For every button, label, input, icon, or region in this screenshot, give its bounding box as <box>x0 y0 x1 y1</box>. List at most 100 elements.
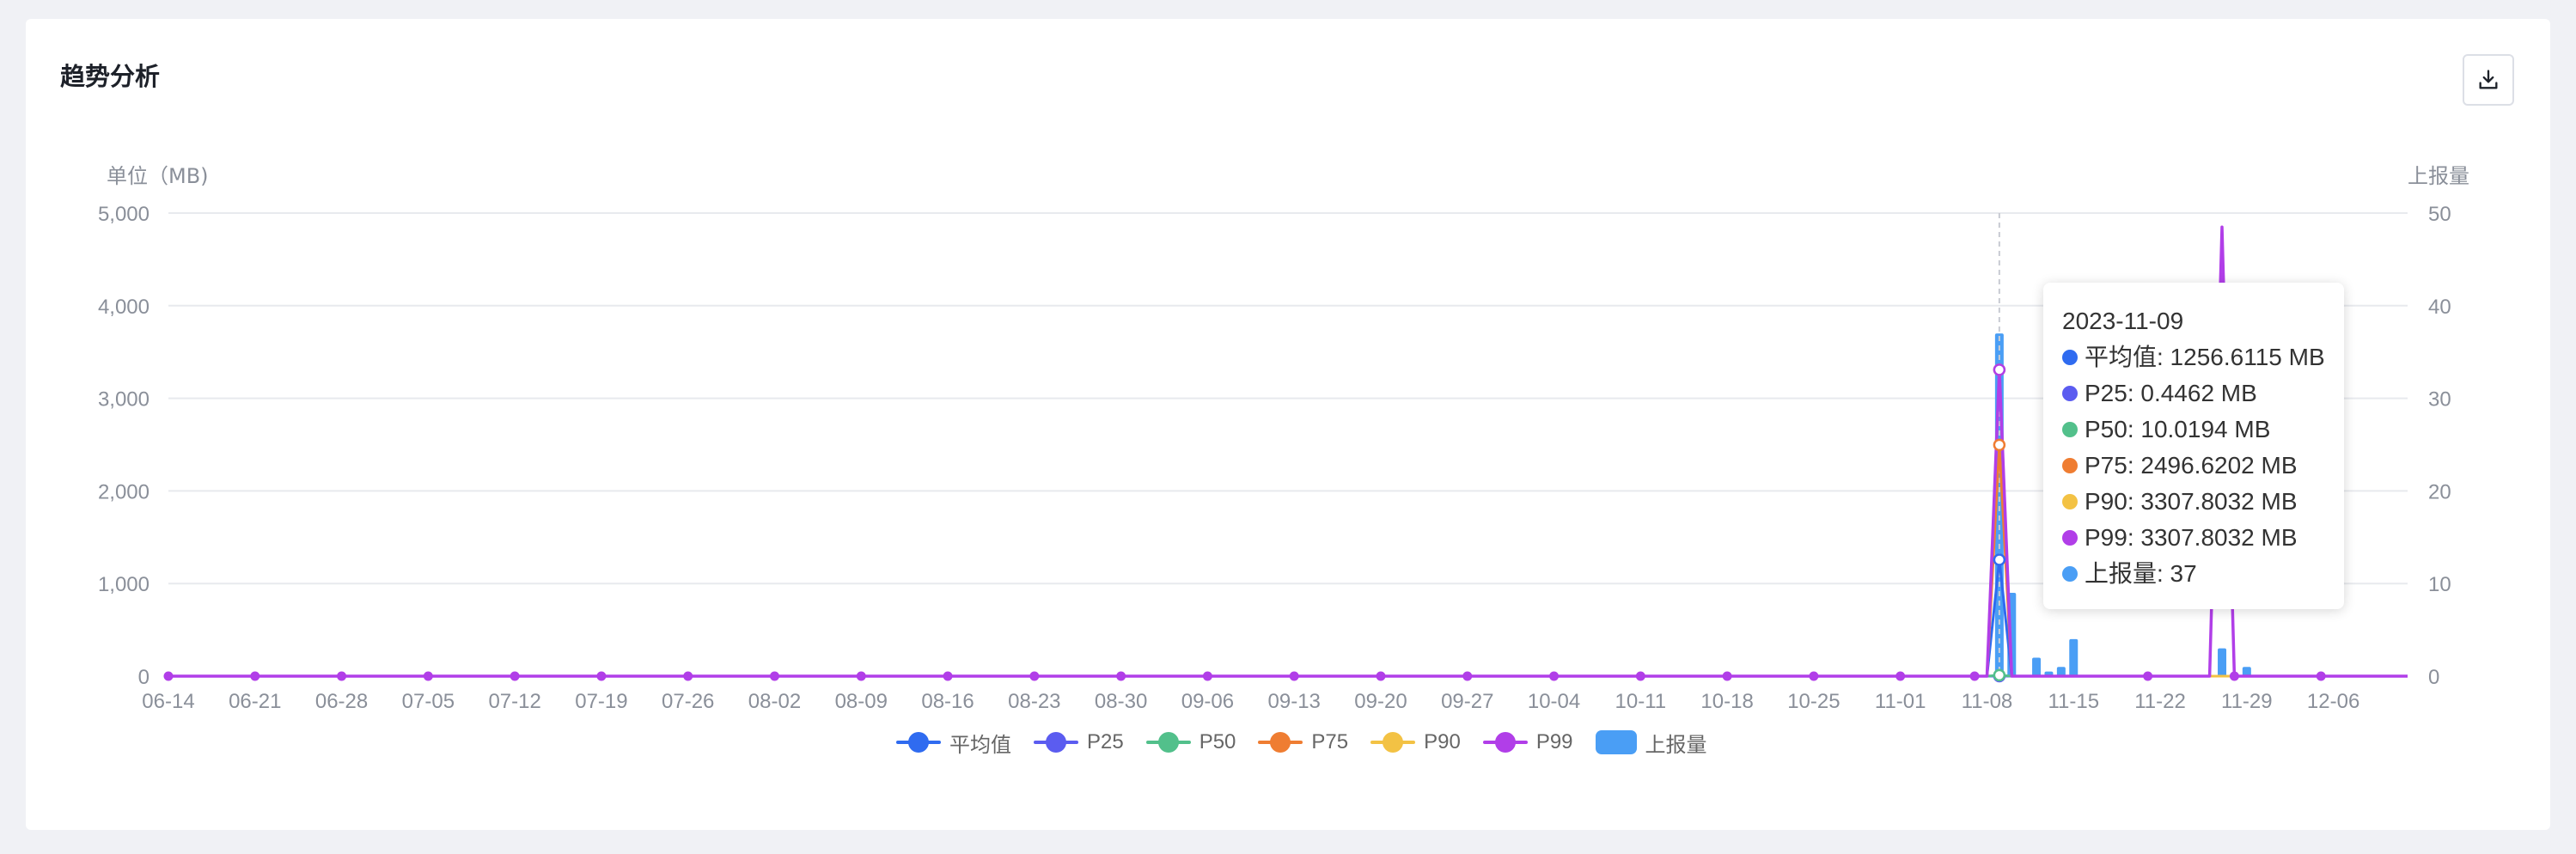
x-tick-label: 08-16 <box>921 690 974 713</box>
legend-item[interactable]: P75 <box>1258 730 1348 754</box>
tooltip-dot-icon <box>2062 458 2078 473</box>
tooltip-row-label: P50: 10.0194 MB <box>2085 416 2271 442</box>
y-right-tick-label: 0 <box>2428 666 2439 689</box>
x-tick-label: 09-13 <box>1268 690 1321 713</box>
tooltip-dot-icon <box>2062 386 2078 401</box>
legend-item[interactable]: P25 <box>1034 730 1124 754</box>
legend-item[interactable]: P90 <box>1370 730 1461 754</box>
y-left-axis-label: 单位（MB) <box>107 164 209 188</box>
p99-point <box>1462 671 1473 681</box>
x-tick-label: 07-19 <box>575 690 627 713</box>
p99-point <box>1969 671 1980 681</box>
legend-item[interactable]: 平均值 <box>896 728 1011 758</box>
tooltip-row: 上报量: 37 <box>2062 556 2344 592</box>
y-left-tick-label: 3,000 <box>98 388 150 412</box>
hover-point <box>1993 553 2006 566</box>
x-tick-label: 08-30 <box>1095 690 1147 713</box>
legend-symbol-icon <box>1370 730 1416 754</box>
x-tick-label: 10-11 <box>1615 690 1667 713</box>
tooltip-row-label: 上报量: 37 <box>2085 560 2197 587</box>
legend-label: 平均值 <box>949 733 1011 757</box>
download-icon <box>2479 70 2498 89</box>
tooltip-row-label: 平均值: 1256.6115 MB <box>2085 344 2325 370</box>
legend-item[interactable]: P99 <box>1482 730 1573 754</box>
download-button[interactable] <box>2463 54 2514 106</box>
x-tick-label: 10-04 <box>1528 690 1580 713</box>
tooltip-row-label: P90: 3307.8032 MB <box>2085 488 2298 515</box>
legend-label: P25 <box>1087 730 1124 753</box>
y-right-tick-label: 20 <box>2428 480 2451 503</box>
p99-point <box>1376 671 1386 681</box>
tooltip-dot-icon <box>2062 494 2078 509</box>
x-tick-label: 11-08 <box>1962 690 2013 713</box>
tooltip-date: 2023-11-09 <box>2062 308 2184 334</box>
tooltip-dot-icon <box>2062 566 2078 582</box>
x-tick-label: 06-21 <box>229 690 281 713</box>
legend-item[interactable]: 上报量 <box>1595 728 1707 758</box>
x-tick-label: 11-01 <box>1875 690 1926 713</box>
x-tick-label: 06-28 <box>315 690 368 713</box>
p99-point <box>1202 671 1212 681</box>
chart-legend: 平均值 P25 P50 P75 P90 P99 上报量 <box>896 727 1730 758</box>
hover-point <box>1993 363 2006 376</box>
tooltip-row: P99: 3307.8032 MB <box>2062 520 2344 556</box>
x-tick-label: 07-26 <box>662 690 714 713</box>
x-tick-label: 08-09 <box>835 690 888 713</box>
count-bar <box>2242 667 2251 676</box>
x-tick-label: 08-23 <box>1008 690 1060 713</box>
tooltip-row: P50: 10.0194 MB <box>2062 412 2344 448</box>
p99-point <box>1809 671 1819 681</box>
p99-point <box>337 671 347 681</box>
legend-label: 上报量 <box>1645 733 1707 757</box>
p99-point <box>423 671 433 681</box>
legend-symbol-icon <box>1145 730 1191 754</box>
count-bar <box>2218 648 2227 676</box>
count-bar <box>2069 638 2079 676</box>
legend-symbol-icon <box>1595 730 1637 754</box>
x-tick-label: 09-06 <box>1181 690 1234 713</box>
count-bar <box>2032 657 2042 676</box>
y-right-axis-label: 上报量 <box>2408 164 2469 188</box>
y-right-tick-label: 30 <box>2428 388 2451 412</box>
hover-point <box>1993 668 2006 682</box>
tooltip-row-label: P75: 2496.6202 MB <box>2085 452 2298 479</box>
legend-item[interactable]: P50 <box>1145 730 1236 754</box>
p99-point <box>769 671 779 681</box>
tooltip-row-label: P99: 3307.8032 MB <box>2085 524 2298 551</box>
p99-point <box>2143 671 2153 681</box>
tooltip-row-label: P25: 0.4462 MB <box>2085 380 2257 406</box>
tooltip-row: 平均值: 1256.6115 MB <box>2062 339 2344 375</box>
x-tick-label: 12-06 <box>2307 690 2359 713</box>
y-right-tick-label: 50 <box>2428 203 2451 226</box>
y-right-tick-label: 10 <box>2428 573 2451 596</box>
p99-point <box>1722 671 1732 681</box>
legend-label: P75 <box>1311 730 1349 753</box>
p99-point <box>1289 671 1299 681</box>
p99-point <box>510 671 520 681</box>
p99-point <box>1116 671 1126 681</box>
legend-symbol-icon <box>1034 730 1078 754</box>
tooltip-dot-icon <box>2062 422 2078 437</box>
x-tick-label: 07-05 <box>402 690 455 713</box>
count-bar <box>2056 667 2066 676</box>
legend-label: P50 <box>1199 730 1236 753</box>
x-tick-label: 10-25 <box>1787 690 1840 713</box>
chart-tooltip: 2023-11-09 平均值: 1256.6115 MB P25: 0.4462 … <box>2043 283 2344 609</box>
p99-point <box>596 671 607 681</box>
x-tick-label: 06-14 <box>142 690 194 713</box>
p99-point <box>250 671 260 681</box>
p99-point <box>1895 671 1906 681</box>
y-left-tick-label: 1,000 <box>98 573 150 596</box>
x-tick-label: 07-12 <box>488 690 540 713</box>
x-tick-label: 11-15 <box>2048 690 2099 713</box>
y-left-tick-label: 5,000 <box>98 203 150 226</box>
tooltip-dot-icon <box>2062 530 2078 546</box>
legend-symbol-icon <box>1482 730 1528 754</box>
x-tick-label: 08-02 <box>748 690 801 713</box>
x-tick-label: 09-27 <box>1441 690 1493 713</box>
p99-point <box>943 671 953 681</box>
tooltip-row: P25: 0.4462 MB <box>2062 375 2344 412</box>
legend-symbol-icon <box>1258 730 1303 754</box>
hover-point <box>1993 438 2006 452</box>
